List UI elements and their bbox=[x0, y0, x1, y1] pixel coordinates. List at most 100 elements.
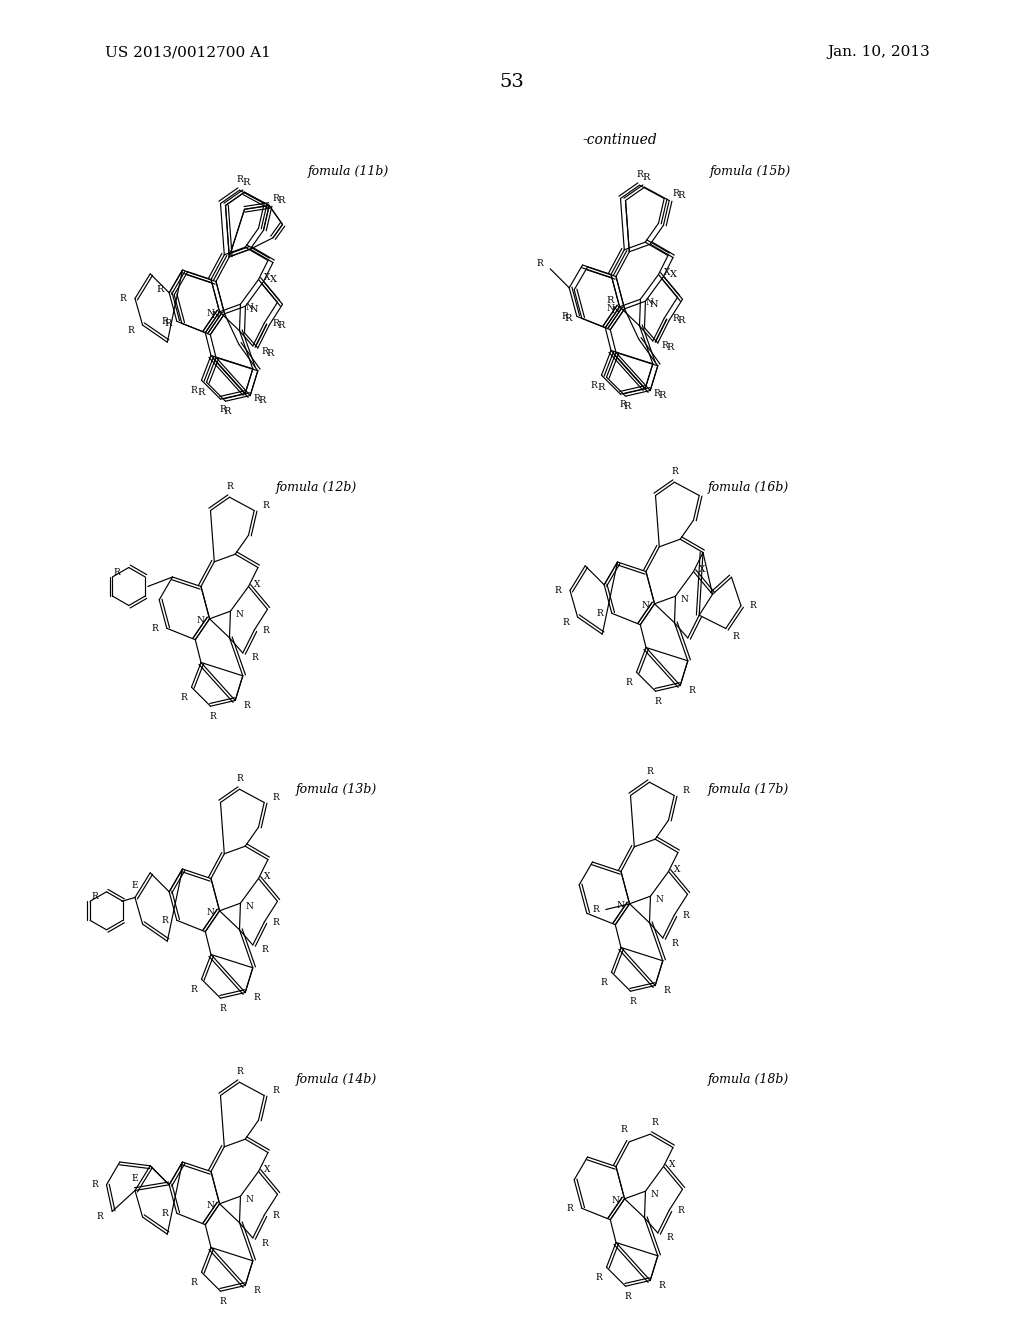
Text: N: N bbox=[246, 1195, 253, 1204]
Text: R: R bbox=[157, 285, 164, 294]
Text: N: N bbox=[246, 902, 253, 911]
Text: R: R bbox=[564, 314, 571, 323]
Text: X: X bbox=[264, 273, 270, 282]
Text: R: R bbox=[678, 1205, 685, 1214]
Text: E: E bbox=[131, 1173, 138, 1183]
Text: N: N bbox=[236, 610, 244, 619]
Text: R: R bbox=[671, 467, 678, 475]
Text: R: R bbox=[652, 1118, 658, 1127]
Text: X: X bbox=[270, 275, 278, 284]
Text: R: R bbox=[673, 314, 680, 322]
Text: R: R bbox=[620, 400, 626, 409]
Text: R: R bbox=[683, 785, 689, 795]
Text: R: R bbox=[672, 939, 678, 948]
Text: -continued: -continued bbox=[583, 133, 657, 147]
Text: R: R bbox=[624, 1292, 631, 1300]
Text: R: R bbox=[629, 997, 636, 1006]
Text: R: R bbox=[646, 767, 653, 776]
Text: R: R bbox=[127, 326, 134, 334]
Text: R: R bbox=[266, 348, 273, 358]
Text: N: N bbox=[249, 305, 258, 314]
Text: R: R bbox=[683, 911, 689, 920]
Text: N: N bbox=[246, 302, 253, 312]
Text: US 2013/0012700 A1: US 2013/0012700 A1 bbox=[105, 45, 271, 59]
Text: N: N bbox=[207, 1201, 214, 1210]
Text: R: R bbox=[272, 194, 280, 203]
Text: R: R bbox=[219, 1003, 226, 1012]
Text: R: R bbox=[209, 711, 216, 721]
Text: fomula (11b): fomula (11b) bbox=[307, 165, 389, 178]
Text: N: N bbox=[681, 595, 688, 603]
Text: R: R bbox=[278, 195, 285, 205]
Text: 53: 53 bbox=[500, 73, 524, 91]
Text: N: N bbox=[606, 305, 614, 313]
Text: X: X bbox=[254, 579, 261, 589]
Text: R: R bbox=[607, 296, 614, 305]
Text: R: R bbox=[562, 618, 569, 627]
Text: R: R bbox=[263, 626, 269, 635]
Text: R: R bbox=[732, 632, 739, 642]
Text: N: N bbox=[655, 895, 664, 904]
Text: R: R bbox=[658, 1280, 666, 1290]
Text: R: R bbox=[224, 407, 231, 416]
Text: N: N bbox=[197, 616, 205, 626]
Text: R: R bbox=[97, 1212, 103, 1221]
Text: R: R bbox=[91, 1180, 98, 1189]
Text: R: R bbox=[750, 601, 757, 610]
Text: R: R bbox=[114, 568, 120, 577]
Text: N: N bbox=[211, 312, 220, 321]
Text: R: R bbox=[272, 1086, 280, 1096]
Text: R: R bbox=[162, 1209, 168, 1218]
Text: R: R bbox=[190, 985, 197, 994]
Text: X: X bbox=[264, 873, 270, 880]
Text: R: R bbox=[678, 315, 685, 325]
Text: R: R bbox=[190, 1278, 197, 1287]
Text: R: R bbox=[162, 916, 168, 925]
Text: fomula (16b): fomula (16b) bbox=[708, 482, 788, 495]
Text: fomula (18b): fomula (18b) bbox=[708, 1073, 788, 1086]
Text: R: R bbox=[654, 389, 660, 399]
Text: X: X bbox=[264, 1166, 270, 1173]
Text: R: R bbox=[596, 609, 603, 618]
Text: R: R bbox=[190, 385, 197, 395]
Text: R: R bbox=[625, 677, 632, 686]
Text: R: R bbox=[621, 1125, 628, 1134]
Text: R: R bbox=[272, 793, 280, 803]
Text: R: R bbox=[254, 993, 260, 1002]
Text: R: R bbox=[667, 343, 674, 352]
Text: N: N bbox=[645, 298, 653, 306]
Text: X: X bbox=[699, 565, 706, 574]
Text: R: R bbox=[555, 586, 561, 595]
Text: R: R bbox=[258, 396, 266, 405]
Text: fomula (15b): fomula (15b) bbox=[710, 165, 791, 178]
Text: R: R bbox=[152, 624, 158, 632]
Text: R: R bbox=[219, 405, 226, 413]
Text: R: R bbox=[263, 502, 269, 510]
Text: R: R bbox=[590, 380, 597, 389]
Text: R: R bbox=[219, 1296, 226, 1305]
Text: R: R bbox=[566, 1204, 573, 1213]
Text: fomula (12b): fomula (12b) bbox=[275, 482, 356, 495]
Text: R: R bbox=[654, 697, 660, 706]
Text: X: X bbox=[665, 268, 671, 277]
Text: Jan. 10, 2013: Jan. 10, 2013 bbox=[827, 45, 930, 59]
Text: N: N bbox=[642, 602, 649, 610]
Text: R: R bbox=[237, 774, 243, 783]
Text: R: R bbox=[278, 321, 285, 330]
Text: N: N bbox=[611, 1196, 620, 1205]
Text: N: N bbox=[649, 300, 657, 309]
Text: N: N bbox=[616, 902, 625, 911]
Text: fomula (14b): fomula (14b) bbox=[295, 1073, 377, 1086]
Text: R: R bbox=[662, 342, 669, 351]
Text: E: E bbox=[131, 880, 138, 890]
Text: R: R bbox=[226, 482, 232, 491]
Text: R: R bbox=[237, 1067, 243, 1076]
Text: R: R bbox=[120, 294, 126, 304]
Text: fomula (13b): fomula (13b) bbox=[295, 784, 377, 796]
Text: R: R bbox=[261, 945, 268, 954]
Text: R: R bbox=[254, 1286, 260, 1295]
Text: R: R bbox=[537, 259, 544, 268]
Text: N: N bbox=[207, 908, 214, 917]
Text: R: R bbox=[180, 693, 186, 702]
Text: R: R bbox=[162, 317, 168, 326]
